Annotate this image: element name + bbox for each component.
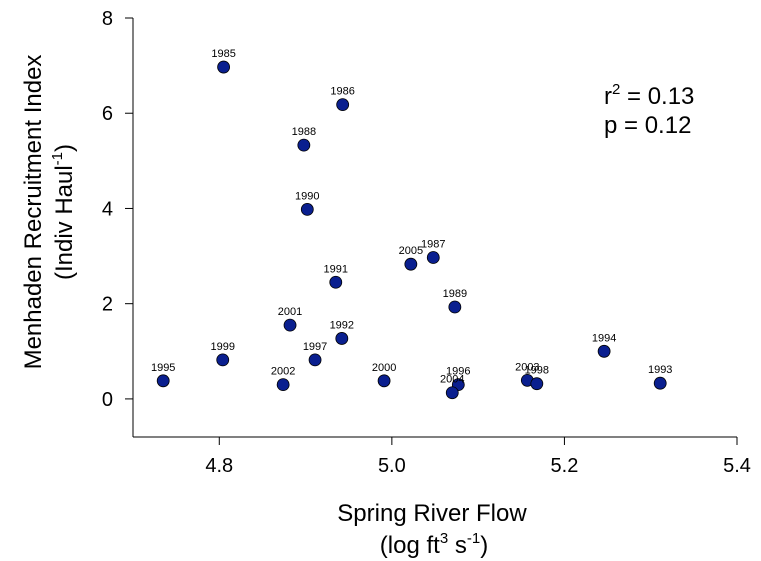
data-point-2005 bbox=[404, 257, 418, 271]
r-squared-annotation: r2 = 0.13 bbox=[604, 81, 694, 110]
data-point-label-1986: 1986 bbox=[330, 86, 354, 98]
data-point-1989 bbox=[448, 300, 462, 314]
data-point-1987 bbox=[426, 251, 440, 264]
y-tick-label: 4 bbox=[102, 198, 113, 220]
r2-prefix: r bbox=[604, 83, 612, 110]
data-point-label-1996: 1996 bbox=[446, 366, 470, 378]
y-tick-label: 0 bbox=[102, 389, 113, 411]
y-ticks: 0 2 4 6 8 bbox=[102, 8, 133, 411]
x-ticks: 4.8 5.0 5.2 5.4 bbox=[205, 437, 751, 477]
data-point-label-2003: 2003 bbox=[515, 361, 539, 373]
data-point-label-1992: 1992 bbox=[330, 319, 354, 331]
y-axis-unit-sup: -1 bbox=[49, 152, 66, 165]
data-point-label-2005: 2005 bbox=[399, 245, 423, 257]
data-point-1993 bbox=[653, 376, 667, 390]
x-axis-title-line2: (log ft3 s-1) bbox=[380, 530, 488, 559]
data-point-label-1990: 1990 bbox=[295, 190, 319, 202]
data-point-1990 bbox=[300, 203, 314, 216]
data-point-label-1991: 1991 bbox=[324, 263, 348, 275]
x-axis-unit-suffix: ) bbox=[480, 532, 488, 559]
x-axis-title-line1: Spring River Flow bbox=[337, 500, 527, 527]
data-point-label-1985: 1985 bbox=[211, 48, 235, 60]
data-point-label-1998: 1998 bbox=[525, 365, 549, 377]
axes: 0 2 4 6 8 4.8 5.0 5.2 5.4 bbox=[102, 8, 751, 477]
data-point-2004 bbox=[445, 386, 459, 400]
data-point-1988 bbox=[297, 138, 311, 152]
y-axis-title-line2: (Indiv Haul-1) bbox=[49, 144, 78, 280]
data-point-1994 bbox=[597, 344, 611, 358]
r2-superscript: 2 bbox=[612, 81, 620, 98]
data-point-1986 bbox=[336, 98, 350, 112]
data-point-label-1995: 1995 bbox=[151, 362, 175, 374]
data-point-label-1993: 1993 bbox=[648, 364, 672, 376]
data-point-label-1999: 1999 bbox=[210, 341, 234, 353]
y-tick-label: 2 bbox=[102, 294, 113, 316]
x-axis-unit-mid: s bbox=[448, 532, 467, 559]
data-point-label-1994: 1994 bbox=[592, 332, 616, 344]
y-tick-label: 6 bbox=[102, 103, 113, 125]
data-point-1991 bbox=[329, 275, 343, 289]
y-axis-unit-suffix: ) bbox=[51, 144, 78, 152]
data-point-label-2002: 2002 bbox=[271, 366, 295, 378]
x-tick-label: 5.0 bbox=[378, 455, 406, 477]
r2-value: = 0.13 bbox=[620, 83, 694, 110]
data-point-2002 bbox=[276, 378, 290, 392]
data-point-1997 bbox=[308, 353, 322, 367]
x-tick-label: 5.4 bbox=[723, 455, 751, 477]
p-value-annotation: p = 0.12 bbox=[604, 112, 691, 139]
data-point-1998 bbox=[530, 377, 544, 391]
data-point-1992 bbox=[335, 332, 349, 345]
x-tick-label: 5.2 bbox=[551, 455, 579, 477]
data-point-label-2000: 2000 bbox=[372, 362, 396, 374]
data-point-label-2004: 2004 bbox=[440, 374, 464, 386]
y-axis-title-line1: Menhaden Recruitment Index bbox=[20, 55, 47, 370]
data-point-2001 bbox=[283, 318, 297, 332]
data-point-label-1987: 1987 bbox=[421, 238, 445, 250]
y-axis-unit-prefix: (Indiv Haul bbox=[51, 165, 78, 280]
x-axis-unit-sup2: -1 bbox=[467, 530, 480, 547]
data-point-1999 bbox=[216, 353, 230, 367]
data-point-1995 bbox=[156, 374, 170, 388]
data-point-label-1997: 1997 bbox=[303, 341, 327, 353]
data-point-1985 bbox=[217, 60, 231, 74]
data-point-2000 bbox=[377, 374, 391, 388]
x-axis-unit-sup1: 3 bbox=[440, 530, 448, 547]
data-point-label-1989: 1989 bbox=[443, 288, 467, 300]
data-point-label-1988: 1988 bbox=[292, 126, 316, 138]
data-point-label-2001: 2001 bbox=[278, 306, 302, 318]
x-axis-unit-prefix: (log ft bbox=[380, 532, 440, 559]
x-tick-label: 4.8 bbox=[205, 455, 233, 477]
y-tick-label: 8 bbox=[102, 8, 113, 30]
